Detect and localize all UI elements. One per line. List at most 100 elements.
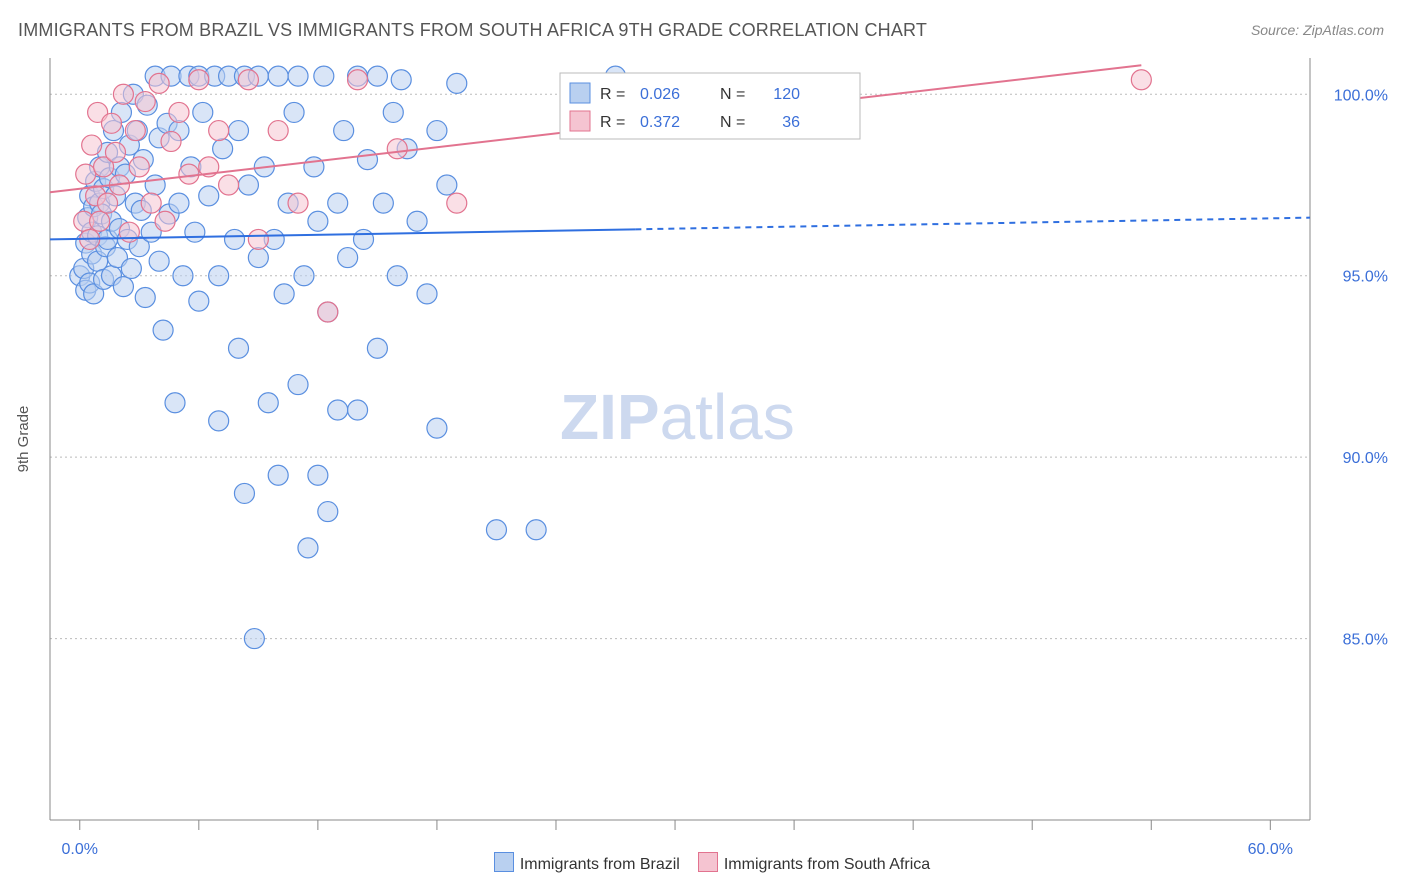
data-point <box>387 139 407 159</box>
legend-r-label: R = <box>600 86 625 103</box>
data-point <box>248 229 268 249</box>
legend-series-label: Immigrants from South Africa <box>724 856 930 873</box>
data-point <box>288 375 308 395</box>
data-point <box>76 164 96 184</box>
data-point <box>189 70 209 90</box>
legend-r-value: 0.026 <box>640 86 680 103</box>
data-point <box>149 251 169 271</box>
data-point <box>82 135 102 155</box>
data-point <box>199 186 219 206</box>
data-point <box>328 400 348 420</box>
legend-n-value: 36 <box>782 114 800 131</box>
data-point <box>258 393 278 413</box>
data-point <box>213 139 233 159</box>
data-point <box>308 465 328 485</box>
data-point <box>367 66 387 86</box>
data-point <box>274 284 294 304</box>
data-point <box>238 175 258 195</box>
data-point <box>169 102 189 122</box>
data-point <box>348 400 368 420</box>
data-point <box>437 175 457 195</box>
data-point <box>238 70 258 90</box>
scatter-chart: 85.0%90.0%95.0%100.0%0.0%60.0%9th GradeR… <box>0 0 1406 892</box>
data-point <box>129 157 149 177</box>
data-point <box>179 164 199 184</box>
data-point <box>391 70 411 90</box>
bottom-legend: Immigrants from Brazil Immigrants from So… <box>0 852 1406 874</box>
data-point <box>318 302 338 322</box>
data-point <box>383 102 403 122</box>
legend-n-label: N = <box>720 114 745 131</box>
data-point <box>357 150 377 170</box>
data-point <box>113 277 133 297</box>
data-point <box>348 70 368 90</box>
legend-r-value: 0.372 <box>640 114 680 131</box>
data-point <box>153 320 173 340</box>
data-point <box>244 629 264 649</box>
data-point <box>125 121 145 141</box>
data-point <box>98 193 118 213</box>
legend-series-label: Immigrants from Brazil <box>520 856 680 873</box>
data-point <box>185 222 205 242</box>
data-point <box>141 193 161 213</box>
data-point <box>229 121 249 141</box>
data-point <box>288 193 308 213</box>
data-point <box>165 393 185 413</box>
legend-n-value: 120 <box>773 86 800 103</box>
legend-swatch <box>494 852 514 872</box>
legend-swatch <box>570 111 590 131</box>
data-point <box>268 121 288 141</box>
data-point <box>90 211 110 231</box>
y-tick-label: 85.0% <box>1343 632 1388 649</box>
legend-swatch <box>698 852 718 872</box>
data-point <box>102 113 122 133</box>
chart-container: IMMIGRANTS FROM BRAZIL VS IMMIGRANTS FRO… <box>0 0 1406 892</box>
data-point <box>209 121 229 141</box>
y-tick-label: 100.0% <box>1334 87 1388 104</box>
data-point <box>169 193 189 213</box>
data-point <box>318 502 338 522</box>
data-point <box>427 121 447 141</box>
legend-n-label: N = <box>720 86 745 103</box>
data-point <box>155 211 175 231</box>
data-point <box>189 291 209 311</box>
data-point <box>308 211 328 231</box>
data-point <box>417 284 437 304</box>
y-tick-label: 90.0% <box>1343 450 1388 467</box>
data-point <box>298 538 318 558</box>
y-axis-label: 9th Grade <box>15 406 32 473</box>
data-point <box>149 73 169 93</box>
data-point <box>105 142 125 162</box>
legend-swatch <box>570 83 590 103</box>
data-point <box>338 248 358 268</box>
data-point <box>173 266 193 286</box>
data-point <box>234 483 254 503</box>
data-point <box>121 258 141 278</box>
data-point <box>427 418 447 438</box>
data-point <box>486 520 506 540</box>
data-point <box>135 287 155 307</box>
data-point <box>334 121 354 141</box>
data-point <box>209 411 229 431</box>
data-point <box>229 338 249 358</box>
data-point <box>248 248 268 268</box>
data-point <box>447 193 467 213</box>
data-point <box>526 520 546 540</box>
data-point <box>113 84 133 104</box>
data-point <box>193 102 213 122</box>
data-point <box>219 175 239 195</box>
data-point <box>328 193 348 213</box>
data-point <box>294 266 314 286</box>
data-point <box>354 229 374 249</box>
data-point <box>288 66 308 86</box>
data-point <box>145 175 165 195</box>
data-point <box>387 266 407 286</box>
data-point <box>447 73 467 93</box>
legend-r-label: R = <box>600 114 625 131</box>
data-point <box>314 66 334 86</box>
data-point <box>161 131 181 151</box>
data-point <box>268 465 288 485</box>
data-point <box>373 193 393 213</box>
data-point <box>225 229 245 249</box>
data-point <box>367 338 387 358</box>
